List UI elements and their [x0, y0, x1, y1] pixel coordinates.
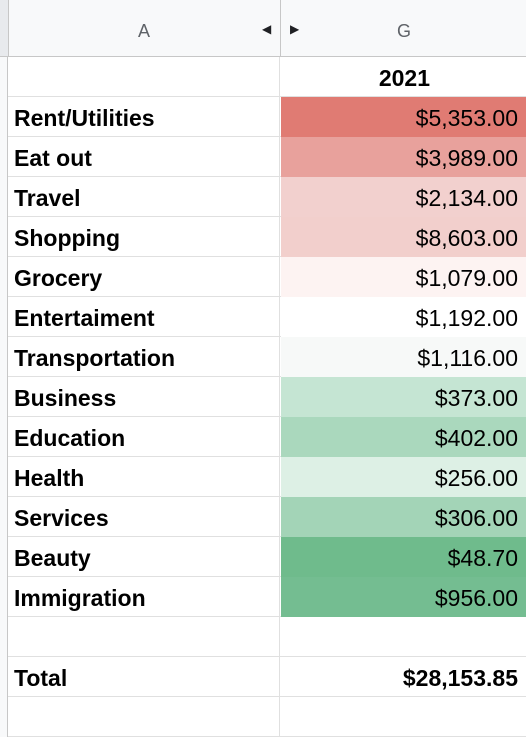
total-label-cell[interactable]: Total: [8, 657, 280, 697]
row-number[interactable]: [0, 617, 8, 657]
table-row: Entertaiment $1,192.00: [0, 297, 526, 337]
table-row: Transportation $1,116.00: [0, 337, 526, 377]
amount-cell[interactable]: $306.00: [281, 497, 526, 537]
select-all-corner[interactable]: [0, 0, 9, 56]
amount-cell[interactable]: $48.70: [281, 537, 526, 577]
amount-cell[interactable]: $3,989.00: [281, 137, 526, 177]
table-row: Beauty $48.70: [0, 537, 526, 577]
cell-a-empty[interactable]: [8, 617, 280, 657]
amount-cell[interactable]: $402.00: [281, 417, 526, 457]
cell-grid: 2021 Rent/Utilities $5,353.00 Eat out $3,98…: [0, 57, 526, 737]
amount-cell[interactable]: $2,134.00: [281, 177, 526, 217]
empty-row: [0, 617, 526, 657]
row-number[interactable]: [0, 417, 8, 457]
row-number[interactable]: [0, 97, 8, 137]
row-number[interactable]: [0, 137, 8, 177]
category-label-cell[interactable]: Education: [8, 417, 280, 457]
category-label-cell[interactable]: Entertaiment: [8, 297, 280, 337]
category-label-cell[interactable]: Grocery: [8, 257, 280, 297]
hidden-columns-left-arrow-icon[interactable]: ◀: [262, 22, 272, 36]
total-row: Total $28,153.85: [0, 657, 526, 697]
cell-a-empty[interactable]: [8, 697, 280, 737]
category-label-cell[interactable]: Transportation: [8, 337, 280, 377]
category-label-cell[interactable]: Shopping: [8, 217, 280, 257]
column-header-bar: A ◀ ▶ G: [0, 0, 526, 57]
row-number[interactable]: [0, 657, 8, 697]
table-row: Services $306.00: [0, 497, 526, 537]
table-row: Health $256.00: [0, 457, 526, 497]
amount-cell[interactable]: $8,603.00: [281, 217, 526, 257]
hidden-columns-right-arrow-icon[interactable]: ▶: [290, 22, 300, 36]
row-number[interactable]: [0, 337, 8, 377]
row-number[interactable]: [0, 297, 8, 337]
category-label-cell[interactable]: Immigration: [8, 577, 280, 617]
category-label-cell[interactable]: Beauty: [8, 537, 280, 577]
amount-cell[interactable]: $1,079.00: [281, 257, 526, 297]
row-number[interactable]: [0, 697, 8, 737]
table-row: Business $373.00: [0, 377, 526, 417]
empty-row: [0, 697, 526, 737]
table-row: Shopping $8,603.00: [0, 217, 526, 257]
category-label-cell[interactable]: Eat out: [8, 137, 280, 177]
row-number[interactable]: [0, 577, 8, 617]
row-number[interactable]: [0, 377, 8, 417]
column-header-a[interactable]: A: [8, 0, 281, 56]
row-number[interactable]: [0, 457, 8, 497]
table-row: Eat out $3,989.00: [0, 137, 526, 177]
category-label-cell[interactable]: Travel: [8, 177, 280, 217]
row-number[interactable]: [0, 257, 8, 297]
total-value-cell[interactable]: $28,153.85: [402, 665, 518, 691]
cell-year-2021[interactable]: 2021: [378, 65, 430, 91]
row-number[interactable]: [0, 497, 8, 537]
header-row: 2021: [0, 57, 526, 97]
table-row: Education $402.00: [0, 417, 526, 457]
row-number[interactable]: [0, 177, 8, 217]
table-row: Rent/Utilities $5,353.00: [0, 97, 526, 137]
amount-cell[interactable]: $956.00: [281, 577, 526, 617]
table-row: Travel $2,134.00: [0, 177, 526, 217]
amount-cell[interactable]: $5,353.00: [281, 97, 526, 137]
category-label-cell[interactable]: Business: [8, 377, 280, 417]
category-label-cell[interactable]: Rent/Utilities: [8, 97, 280, 137]
row-number[interactable]: [0, 217, 8, 257]
table-row: Immigration $956.00: [0, 577, 526, 617]
table-row: Grocery $1,079.00: [0, 257, 526, 297]
category-label-cell[interactable]: Health: [8, 457, 280, 497]
amount-cell[interactable]: $1,192.00: [281, 297, 526, 337]
category-label-cell[interactable]: Services: [8, 497, 280, 537]
amount-cell[interactable]: $1,116.00: [281, 337, 526, 377]
amount-cell[interactable]: $373.00: [281, 377, 526, 417]
amount-cell[interactable]: $256.00: [281, 457, 526, 497]
cell-a-header[interactable]: [8, 57, 280, 97]
column-header-g[interactable]: G: [396, 21, 411, 41]
row-number[interactable]: [0, 537, 8, 577]
cell-g-empty[interactable]: [281, 697, 526, 737]
cell-g-empty[interactable]: [281, 617, 526, 657]
row-number[interactable]: [0, 57, 8, 97]
